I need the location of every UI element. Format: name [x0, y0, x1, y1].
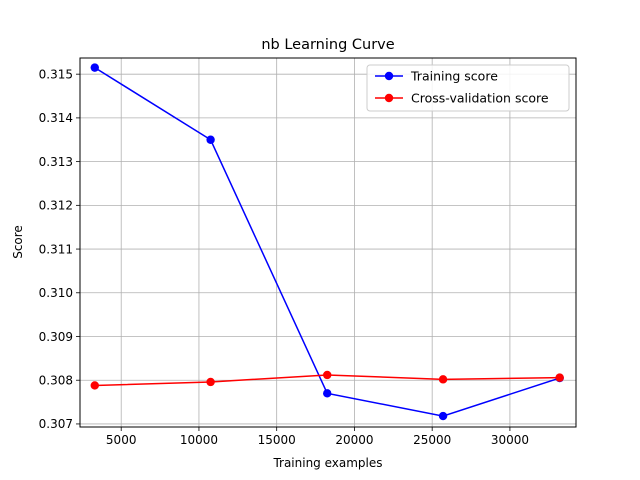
data-point	[206, 377, 215, 387]
y-tick-label: 0.311	[39, 242, 73, 256]
y-tick-label: 0.308	[39, 374, 73, 388]
data-point	[323, 370, 332, 380]
chart-title: nb Learning Curve	[261, 37, 394, 53]
data-point	[206, 135, 215, 144]
data-point	[438, 411, 448, 421]
x-tick-label: 10000	[180, 433, 218, 447]
y-tick-label: 0.309	[39, 330, 73, 344]
axes-background	[80, 58, 576, 427]
y-tick-label: 0.313	[39, 155, 73, 169]
data-point	[438, 375, 448, 384]
x-axis-label: Training examples	[272, 456, 382, 470]
axes-frame	[79, 57, 577, 428]
grid-lines	[80, 58, 576, 427]
y-tick-label: 0.312	[39, 199, 73, 213]
y-tick-label: 0.307	[39, 417, 73, 431]
legend-label: Cross-validation score	[411, 91, 549, 106]
data-point	[555, 373, 564, 382]
series-layer	[90, 63, 564, 421]
plot-area: 5000 10000 15000 20000 25000 30000 0.307 0.308 0…	[39, 57, 577, 447]
y-tick-label: 0.314	[39, 111, 73, 125]
x-tick-label: 15000	[258, 433, 296, 447]
y-axis-label: Score	[11, 225, 25, 259]
legend-box	[366, 64, 570, 112]
legend-label: Training score	[410, 69, 498, 84]
x-tick-label: 25000	[413, 433, 451, 447]
data-point	[323, 389, 332, 398]
y-tick-label: 0.315	[39, 67, 73, 81]
legend-marker	[384, 93, 394, 103]
data-point	[90, 381, 99, 390]
x-tick-label: 30000	[491, 433, 529, 447]
legend-marker	[384, 71, 394, 81]
x-tick-label: 20000	[335, 433, 373, 447]
data-point	[90, 63, 99, 72]
y-tick-label: 0.310	[39, 286, 73, 300]
legend: Training score Cross-validation score	[366, 64, 570, 112]
x-tick-label: 5000	[106, 433, 137, 447]
axis-ticks: 5000 10000 15000 20000 25000 30000 0.307 0.308 0…	[39, 67, 529, 447]
